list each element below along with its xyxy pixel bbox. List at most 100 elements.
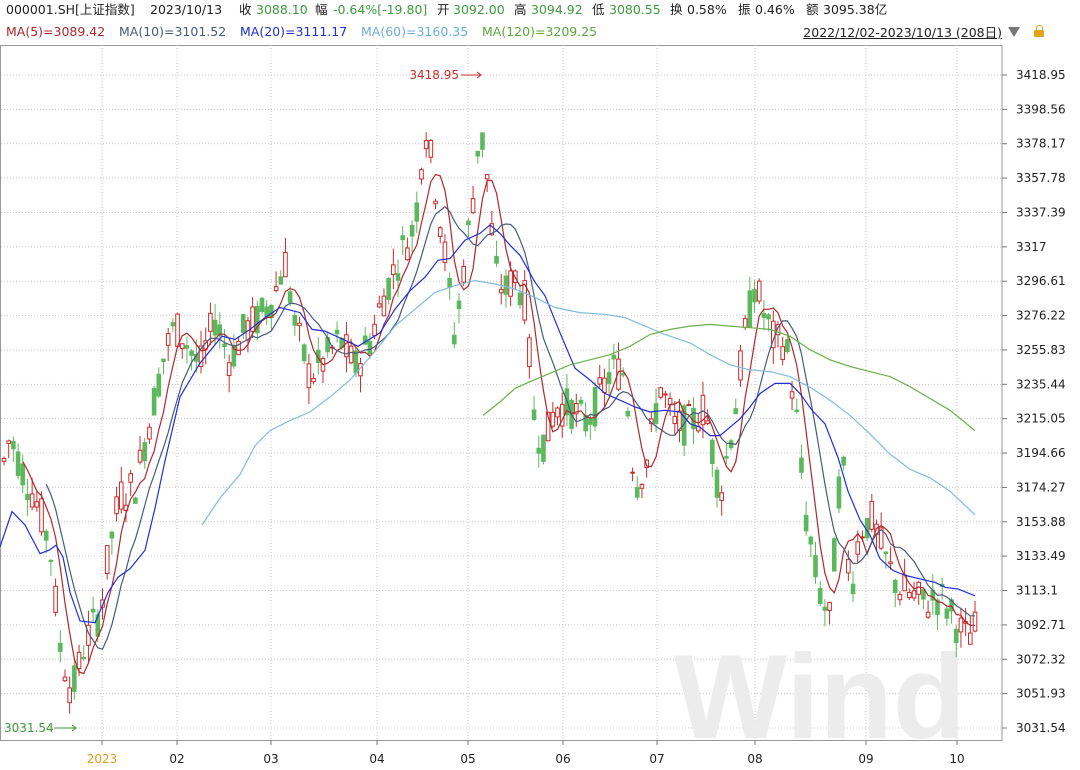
candle-body <box>588 418 593 425</box>
candle-body <box>15 451 21 476</box>
candle-body <box>883 551 889 555</box>
candle-body <box>935 599 940 616</box>
candle-body <box>419 169 424 180</box>
candle-body <box>452 334 457 345</box>
candle-body <box>634 487 640 498</box>
candle-body <box>259 297 265 313</box>
x-tick-label: 09 <box>858 752 873 766</box>
low-value: 3080.55 <box>609 2 661 17</box>
open-label: 开 <box>437 2 450 17</box>
candle-body <box>911 590 917 599</box>
candle-body <box>541 434 546 462</box>
candle-body <box>475 150 481 157</box>
candle-body <box>372 323 377 337</box>
candle-body <box>850 583 856 595</box>
candle-body <box>189 350 194 356</box>
y-tick-label: 3051.93 <box>1016 687 1066 701</box>
candle-body <box>592 387 598 427</box>
candle-body <box>231 345 237 367</box>
candle-body <box>198 345 204 367</box>
candle-body <box>573 403 579 415</box>
ma120-legend[interactable]: MA(120)=3209.25 <box>482 24 598 39</box>
candle-body <box>775 324 781 336</box>
candle-body <box>433 200 438 205</box>
max-arrow-head <box>476 71 482 79</box>
candle-body <box>869 500 875 530</box>
y-tick-label: 3133.49 <box>1016 549 1066 563</box>
candle-body <box>968 632 973 645</box>
candle-body <box>686 404 692 407</box>
candle-body <box>118 481 124 510</box>
ma10-legend[interactable]: MA(10)=3101.52 <box>119 24 227 39</box>
lock-icon[interactable] <box>1034 25 1044 37</box>
low-label: 低 <box>592 2 605 17</box>
candle-body <box>208 312 213 332</box>
candle-body <box>531 409 537 421</box>
ma120-line <box>482 323 976 432</box>
candle-body <box>597 377 603 385</box>
y-tick-label: 3031.54 <box>1016 721 1066 735</box>
candle-body <box>57 642 63 652</box>
ma60-legend[interactable]: MA(60)=3160.35 <box>361 24 469 39</box>
candle-body <box>794 409 800 413</box>
candle-body <box>916 581 922 595</box>
candle-body <box>907 591 912 599</box>
quote-header: 000001.SH[上证指数] 2023/10/13 收 3088.10 幅 -… <box>0 0 1080 20</box>
candle-body <box>752 289 757 303</box>
triangle-down-icon[interactable] <box>1008 27 1020 37</box>
candle-body <box>897 594 903 601</box>
candle-body <box>639 484 645 489</box>
candle-body <box>461 265 467 283</box>
y-tick-label: 3174.27 <box>1016 480 1066 494</box>
candle-body <box>888 561 893 565</box>
pct-value: -0.64%[-19.80] <box>333 2 428 17</box>
candle-body <box>423 140 429 150</box>
x-tick-label: 06 <box>555 752 570 766</box>
candle-body <box>785 339 790 352</box>
candle-body <box>724 456 729 459</box>
candle-body <box>846 559 851 574</box>
candle-body <box>409 225 415 237</box>
x-tick-label: 07 <box>649 752 664 766</box>
candle-body <box>20 463 26 486</box>
candle-body <box>222 343 227 348</box>
ma20-legend[interactable]: MA(20)=3111.17 <box>240 24 348 39</box>
candle-body <box>128 473 133 483</box>
candle-body <box>494 255 499 264</box>
amount-label: 额 <box>806 2 819 17</box>
candle-body <box>550 411 556 427</box>
y-tick-label: 3215.05 <box>1016 412 1066 426</box>
candle-body <box>466 220 471 226</box>
turnover-value: 0.58% <box>687 2 727 17</box>
candle-body <box>841 456 846 466</box>
candle-body <box>527 337 532 368</box>
candle-body <box>428 139 434 158</box>
candle-body <box>67 687 72 704</box>
candle-body <box>72 665 77 692</box>
candle-body <box>738 350 743 381</box>
candle-body <box>62 676 68 682</box>
candle-body <box>484 174 490 180</box>
candle-body <box>742 318 748 328</box>
y-tick-label: 3276.22 <box>1016 309 1066 323</box>
candle-body <box>76 651 82 670</box>
x-tick-label: 02 <box>169 752 184 766</box>
candle-body <box>353 350 359 374</box>
candle-body <box>878 527 884 549</box>
candle-body <box>799 457 804 473</box>
date-range-selector[interactable]: 2022/12/02-2023/10/13 (208日) <box>803 25 1002 40</box>
candle-body <box>287 291 293 303</box>
y-tick-label: 3194.66 <box>1016 446 1066 460</box>
quote-date: 2023/10/13 <box>150 2 223 17</box>
candle-body <box>789 391 795 399</box>
y-tick-label: 3378.17 <box>1016 137 1066 151</box>
candle-body <box>822 606 828 611</box>
candle-body <box>808 536 814 545</box>
security-code[interactable]: 000001.SH[上证指数] <box>6 2 135 17</box>
candle-body <box>34 501 40 508</box>
candle-body <box>555 407 560 418</box>
ma5-legend[interactable]: MA(5)=3089.42 <box>6 24 106 39</box>
y-tick-label: 3072.32 <box>1016 652 1066 666</box>
candle-body <box>780 346 785 361</box>
